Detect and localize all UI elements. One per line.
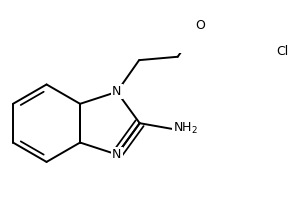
Text: NH$_2$: NH$_2$ bbox=[173, 121, 198, 136]
Text: N: N bbox=[112, 85, 121, 98]
Text: N: N bbox=[112, 148, 121, 161]
Text: Cl: Cl bbox=[277, 45, 289, 58]
Text: O: O bbox=[195, 18, 205, 31]
